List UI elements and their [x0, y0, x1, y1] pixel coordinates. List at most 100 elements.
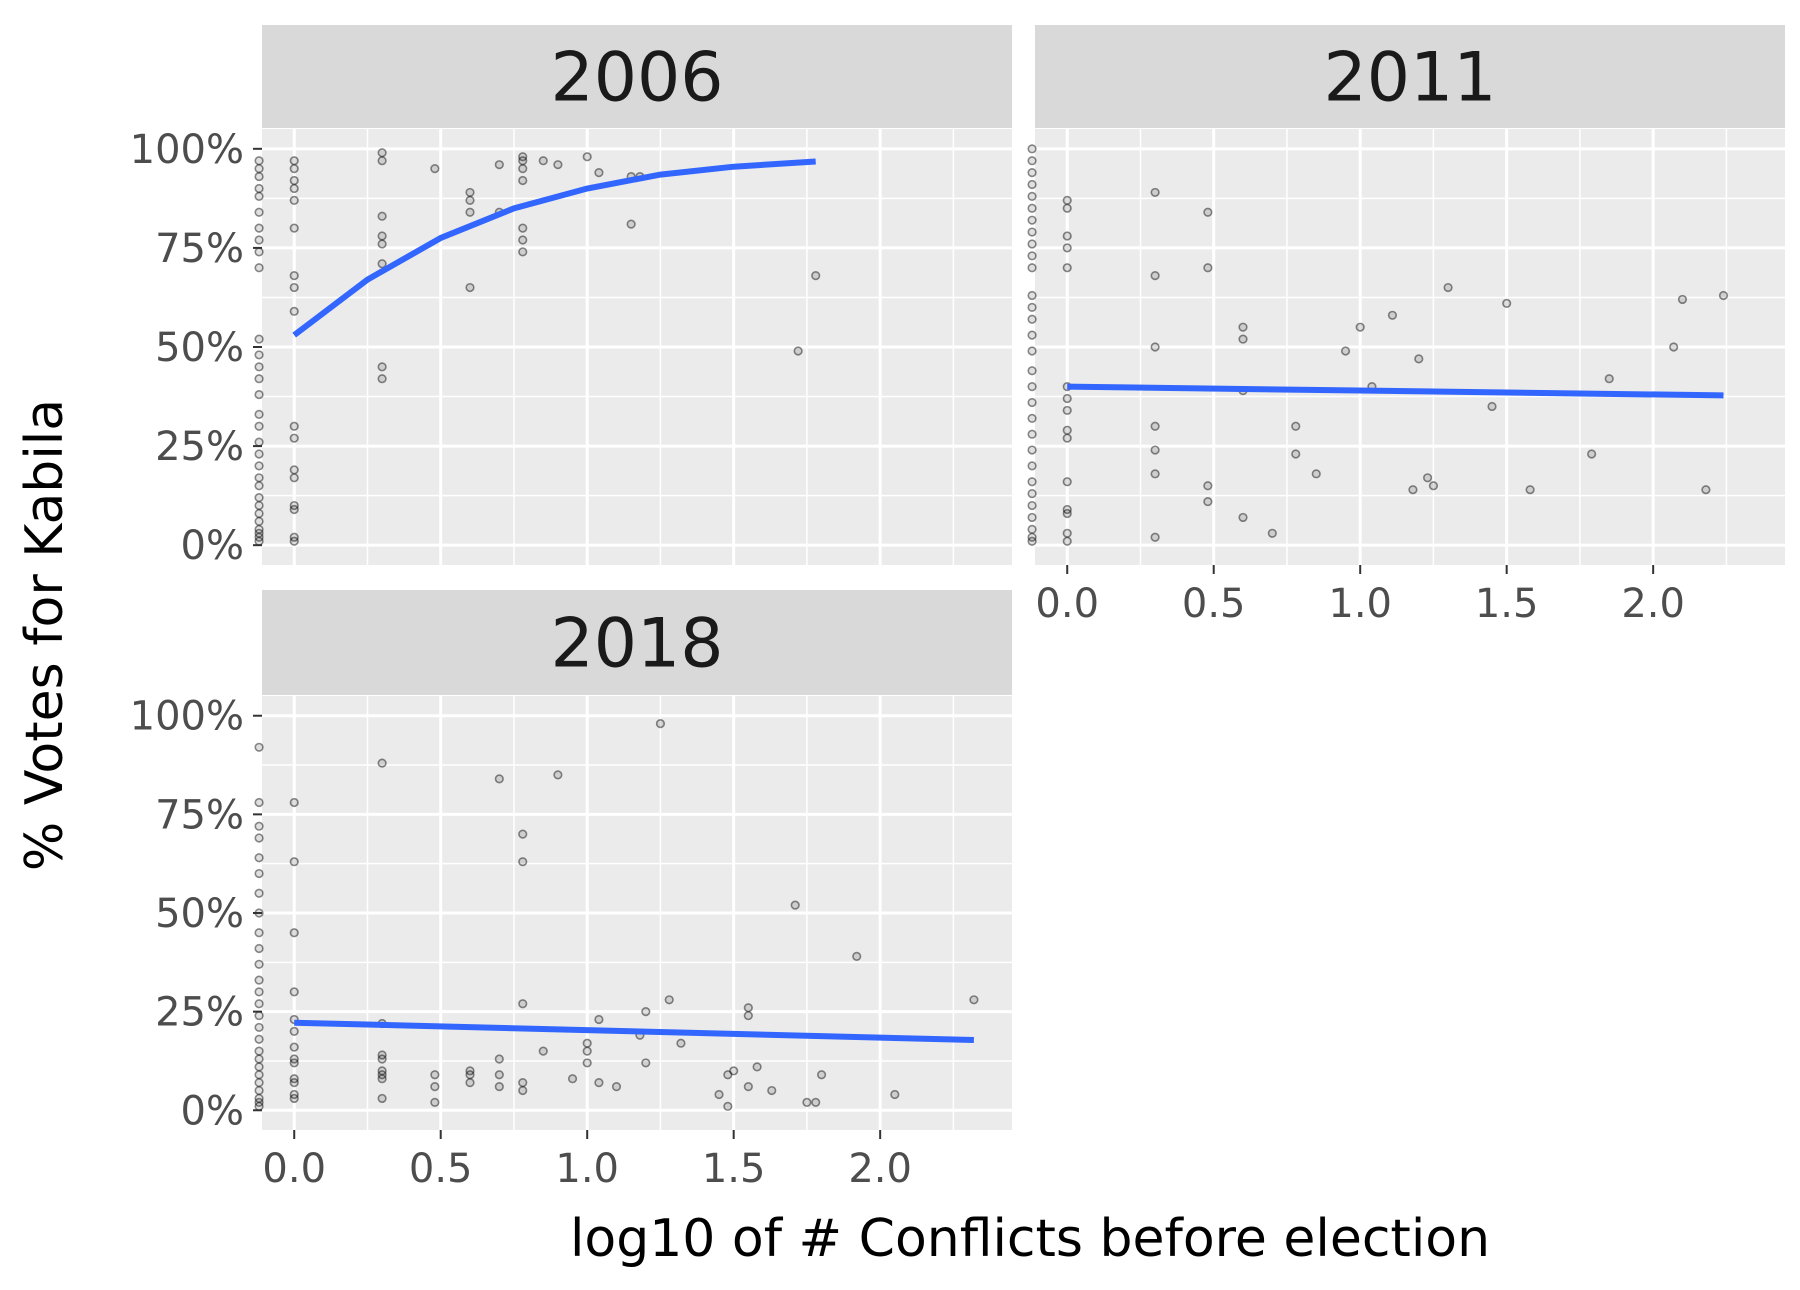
data-point — [1291, 449, 1301, 459]
data-point — [254, 524, 264, 534]
data-point — [1027, 263, 1037, 273]
data-point — [377, 374, 387, 384]
data-point — [1062, 195, 1072, 205]
data-point — [518, 175, 528, 186]
data-point — [254, 235, 264, 245]
data-point — [494, 774, 504, 784]
data-point — [611, 1081, 622, 1092]
data-point — [1340, 346, 1351, 356]
data-point — [494, 160, 504, 170]
data-point — [1027, 227, 1037, 237]
data-point — [377, 1070, 387, 1080]
data-point — [377, 758, 387, 768]
data-point — [254, 156, 264, 166]
data-point — [254, 1101, 264, 1111]
data-point — [1062, 477, 1072, 487]
data-point — [1027, 346, 1037, 356]
data-point — [594, 1078, 604, 1088]
data-point — [377, 211, 387, 221]
data-point — [254, 868, 264, 879]
data-point — [254, 164, 264, 174]
data-point — [254, 999, 264, 1009]
data-point — [518, 235, 528, 245]
smooth-trend-line — [292, 158, 816, 338]
data-point — [1062, 536, 1072, 546]
data-point — [626, 219, 636, 229]
facet-strip-label: 2018 — [550, 605, 723, 684]
data-point — [1062, 203, 1072, 213]
data-point — [582, 1058, 592, 1068]
data-point — [1487, 401, 1497, 412]
x-tick-label: 2.0 — [848, 1146, 912, 1192]
data-point — [465, 1070, 475, 1080]
data-point — [714, 1089, 724, 1100]
data-point — [1027, 536, 1037, 546]
data-point — [582, 1038, 592, 1048]
data-point — [289, 504, 299, 515]
data-point — [723, 1070, 733, 1080]
data-point — [518, 247, 528, 257]
data-point — [254, 481, 264, 491]
data-point — [1062, 508, 1072, 519]
data-point — [594, 1014, 604, 1025]
data-point — [254, 374, 264, 384]
data-point — [1422, 473, 1433, 483]
data-point — [518, 829, 528, 839]
data-point — [1238, 512, 1248, 523]
data-point — [1238, 322, 1248, 332]
data-point — [289, 183, 299, 194]
data-point — [377, 239, 387, 249]
y-tick-label: 100% — [130, 694, 244, 740]
y-tick-label: 75% — [155, 792, 244, 838]
data-point — [518, 164, 528, 174]
data-point — [254, 500, 264, 511]
data-point — [811, 271, 821, 281]
data-point — [377, 1074, 387, 1084]
data-point — [1062, 393, 1072, 404]
data-point — [430, 1097, 440, 1107]
data-point — [254, 1085, 264, 1096]
data-point — [494, 1054, 504, 1064]
y-tick-label: 25% — [155, 990, 244, 1036]
data-point — [1428, 481, 1439, 491]
data-point — [1267, 528, 1277, 538]
data-point — [752, 1062, 762, 1072]
data-point — [289, 928, 299, 938]
data-point — [802, 1097, 812, 1107]
facet-strip — [262, 590, 1012, 695]
data-point — [518, 999, 528, 1009]
data-point — [254, 461, 264, 471]
x-tick-label: 1.0 — [555, 1146, 619, 1192]
data-point — [289, 271, 299, 281]
x-tick-label: 0.5 — [1182, 581, 1246, 627]
data-point — [790, 900, 800, 910]
data-point — [254, 833, 264, 843]
data-point — [430, 164, 440, 174]
data-point — [254, 528, 264, 538]
data-point — [254, 449, 264, 459]
data-point — [254, 928, 264, 938]
data-point — [289, 1026, 299, 1036]
data-point — [1150, 342, 1160, 352]
data-point — [1027, 203, 1037, 213]
data-point — [1027, 191, 1037, 201]
data-point — [377, 1066, 387, 1076]
data-point — [729, 1066, 739, 1076]
data-point — [289, 532, 299, 542]
data-point — [254, 1046, 264, 1056]
data-point — [518, 156, 528, 166]
data-point — [254, 1097, 264, 1107]
data-point — [1027, 524, 1037, 534]
data-point — [254, 943, 264, 954]
data-point — [465, 282, 475, 293]
data-point — [430, 1070, 440, 1080]
data-point — [1203, 496, 1213, 507]
data-point — [289, 175, 299, 186]
data-point — [890, 1089, 900, 1100]
data-point — [377, 362, 387, 372]
data-point — [377, 148, 387, 158]
data-point — [494, 1081, 504, 1092]
data-point — [254, 1093, 264, 1104]
data-point — [254, 987, 264, 997]
